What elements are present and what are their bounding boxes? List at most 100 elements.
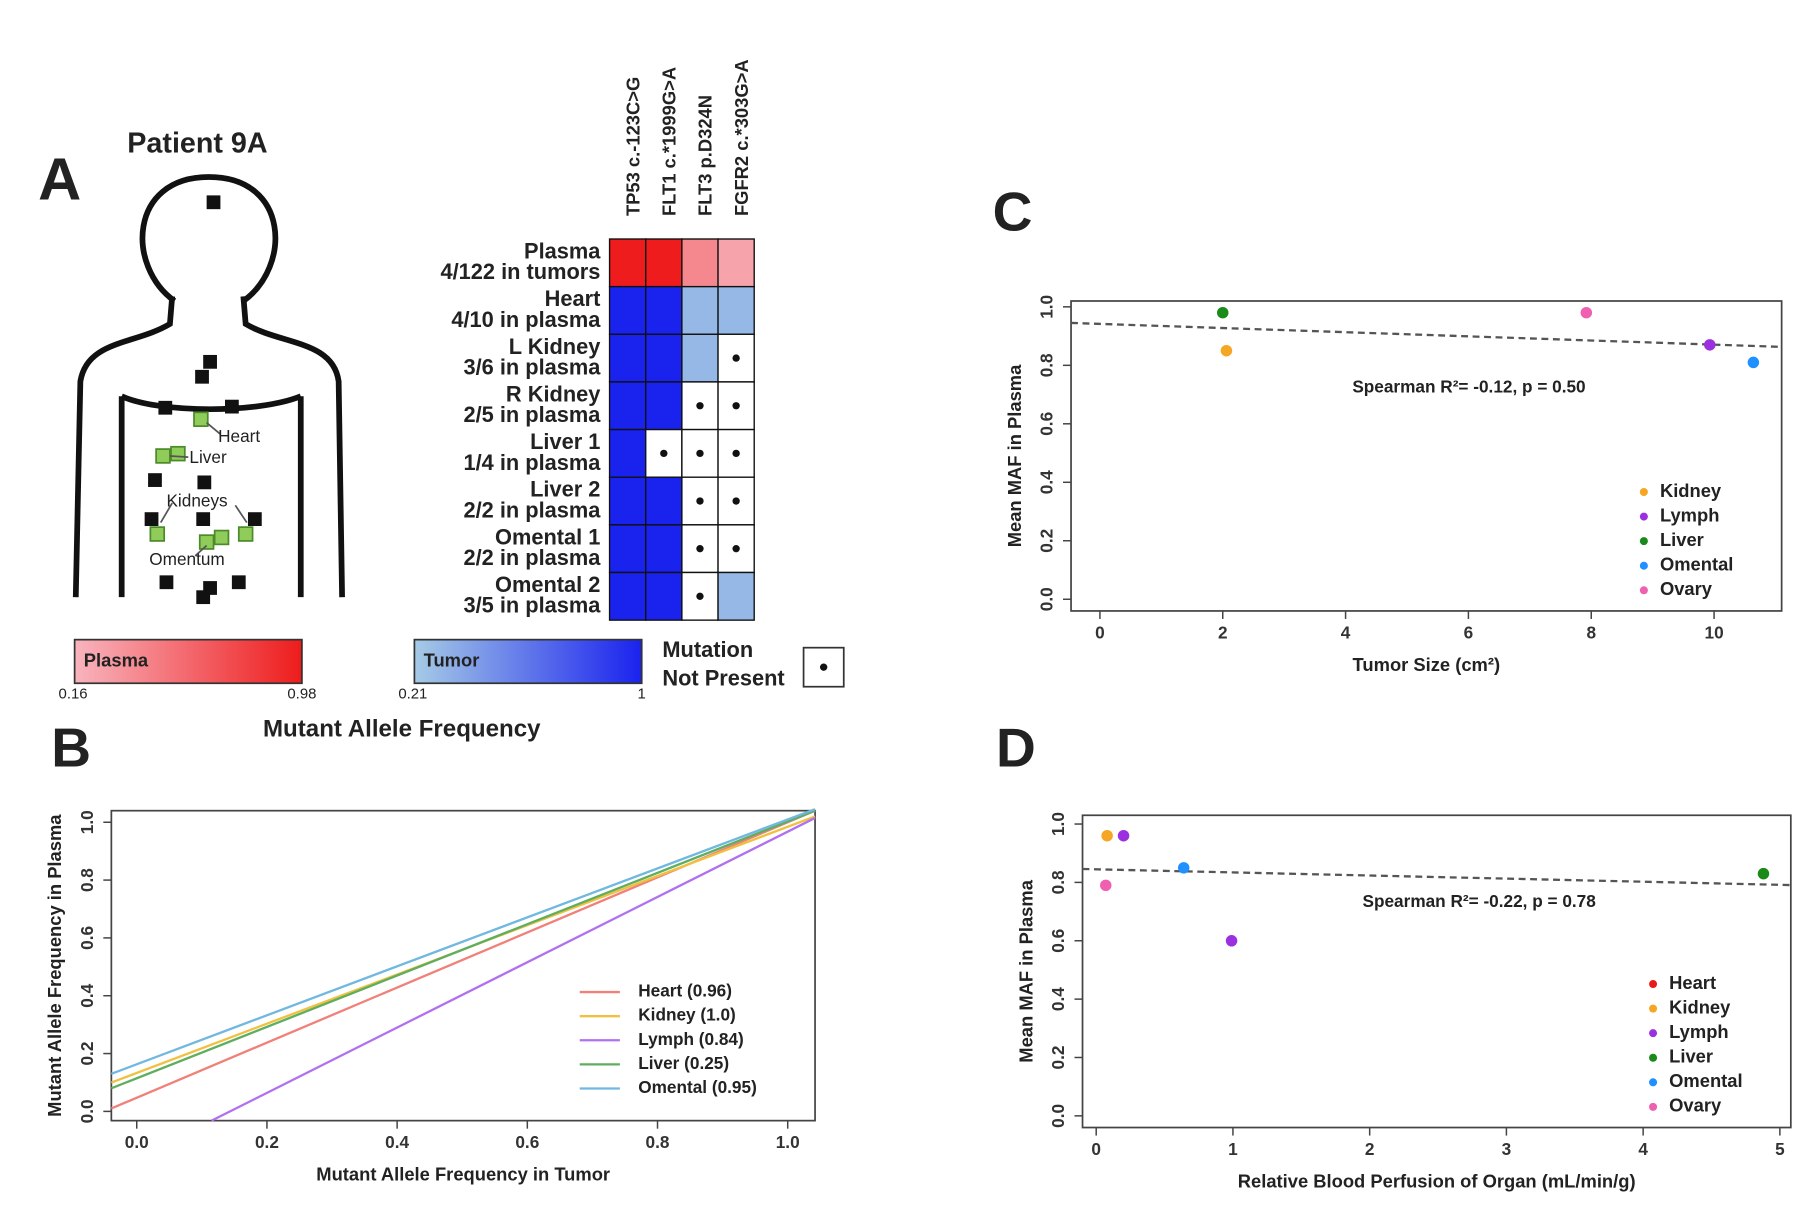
not-present-dot [696, 497, 704, 505]
heat-cell [645, 238, 683, 288]
row-detail: 4/10 in plasma [451, 307, 601, 332]
annotation: Spearman R²= -0.12, p = 0.50 [1352, 376, 1585, 396]
y-axis-label: Mean MAF in Plasma [1004, 364, 1025, 547]
x-tick-label: 1 [1228, 1139, 1238, 1159]
point [1747, 356, 1760, 369]
colorbar-min: 0.16 [59, 686, 88, 703]
x-tick-label: 1.0 [776, 1132, 800, 1152]
not-present-dot [660, 449, 668, 458]
column-label: FGFR2 c.*303G>A [731, 59, 752, 216]
not-present-dot [732, 544, 740, 553]
row-detail: 3/5 in plasma [463, 593, 601, 618]
missing-label: Mutation [662, 637, 753, 662]
heat-cell [608, 571, 647, 621]
y-tick-label: 0.8 [1048, 870, 1068, 894]
y-tick-label: 0.0 [77, 1099, 97, 1123]
legend-label: Heart [1669, 972, 1716, 993]
x-tick-label: 0 [1095, 622, 1105, 642]
colorbar-max: 1 [638, 686, 646, 703]
line [110, 809, 816, 1090]
y-axis-label: Mutant Allele Frequency in Plasma [44, 814, 65, 1117]
legend-label: Kidney (1.0) [638, 1005, 736, 1025]
trend-line [1071, 321, 1782, 349]
diagram-title: Patient 9A [127, 127, 267, 159]
head [139, 174, 279, 304]
colorbar-name: Plasma [84, 649, 149, 670]
row-label: Liver 2 [530, 477, 600, 502]
annotation: Spearman R²= -0.22, p = 0.78 [1363, 891, 1597, 911]
x-tick-label: 0.2 [255, 1132, 279, 1152]
y-tick-label: 0.6 [1048, 929, 1068, 953]
row-detail: 2/2 in plasma [463, 545, 601, 570]
heat-cell [608, 333, 647, 383]
panel-label: C [993, 181, 1033, 243]
legend-label: Lymph [1669, 1021, 1728, 1042]
heat-cell [645, 524, 683, 574]
body-diagram: Patient 9A Heart Liver Kidneys Omentum [72, 127, 345, 605]
y-tick-label: 1.0 [77, 810, 97, 834]
point [1220, 344, 1233, 357]
row-label: Omental 1 [495, 524, 600, 549]
y-tick-label: 1.0 [1048, 812, 1068, 836]
row-detail: 4/122 in tumors [440, 259, 600, 284]
heat-cell [717, 285, 755, 335]
legend-label: Omental [1669, 1070, 1742, 1091]
legend-label: Liver [1660, 529, 1704, 550]
legend-label: Omental (0.95) [638, 1077, 757, 1097]
site-label: Liver [189, 447, 227, 467]
x-axis-label: Mutant Allele Frequency in Tumor [316, 1164, 610, 1185]
x-tick-label: 3 [1502, 1139, 1512, 1159]
heat-cell [645, 333, 683, 383]
x-tick-label: 2 [1365, 1139, 1375, 1159]
point [1757, 867, 1770, 880]
column-label: TP53 c.-123C>G [622, 77, 643, 216]
y-tick-label: 0.2 [1048, 1046, 1068, 1070]
heat-cell [608, 285, 647, 335]
legend-label: Kidney [1669, 996, 1731, 1017]
heat-cell [645, 571, 683, 621]
panel-label: A [38, 146, 81, 213]
point [1177, 862, 1190, 874]
point [1217, 306, 1229, 319]
y-tick-label: 0.4 [1048, 987, 1068, 1011]
row-detail: 2/2 in plasma [463, 497, 601, 522]
not-present-dot [732, 449, 740, 458]
y-tick-label: 0.6 [77, 926, 97, 950]
legend-label: Ovary [1660, 578, 1713, 599]
point [1117, 829, 1130, 842]
not-present-dot [696, 402, 704, 410]
colorbar-min: 0.21 [398, 686, 427, 703]
legend-swatch [1639, 512, 1648, 521]
legend-swatch [1639, 537, 1648, 546]
row-label: L Kidney [509, 334, 601, 359]
legend-label: Liver [1669, 1046, 1713, 1067]
row-label: Plasma [524, 239, 601, 264]
connector [159, 422, 248, 557]
plot-frame [110, 809, 816, 1122]
x-axis-label: Relative Blood Perfusion of Organ (mL/mi… [1238, 1170, 1636, 1191]
y-tick-label: 0.4 [1037, 470, 1057, 494]
x-tick-label: 4 [1638, 1139, 1648, 1159]
legend-swatch [1649, 1102, 1658, 1111]
heat-cell [608, 238, 647, 288]
heat-cell [717, 571, 755, 621]
y-tick-label: 0.2 [1037, 529, 1057, 553]
x-tick-label: 0.8 [646, 1132, 670, 1152]
colorbar [413, 638, 643, 685]
y-tick-label: 0.8 [77, 868, 97, 892]
legend-label: Heart (0.96) [638, 981, 732, 1001]
y-tick-label: 0.4 [77, 983, 97, 1007]
colorbar-title: Mutant Allele Frequency [263, 716, 541, 743]
legend-swatch [1649, 1029, 1658, 1038]
legend-swatch [1639, 487, 1648, 497]
point [1580, 306, 1593, 319]
column-label: FLT3 p.D324N [695, 95, 716, 216]
heat-cell [645, 476, 683, 526]
legend-label: Liver (0.25) [638, 1053, 729, 1073]
site-label: Omentum [149, 549, 225, 569]
y-tick-label: 0.0 [1037, 587, 1057, 611]
trend-line [1082, 867, 1791, 887]
missing-label: Not Present [662, 666, 784, 691]
not-present-dot [732, 497, 740, 505]
